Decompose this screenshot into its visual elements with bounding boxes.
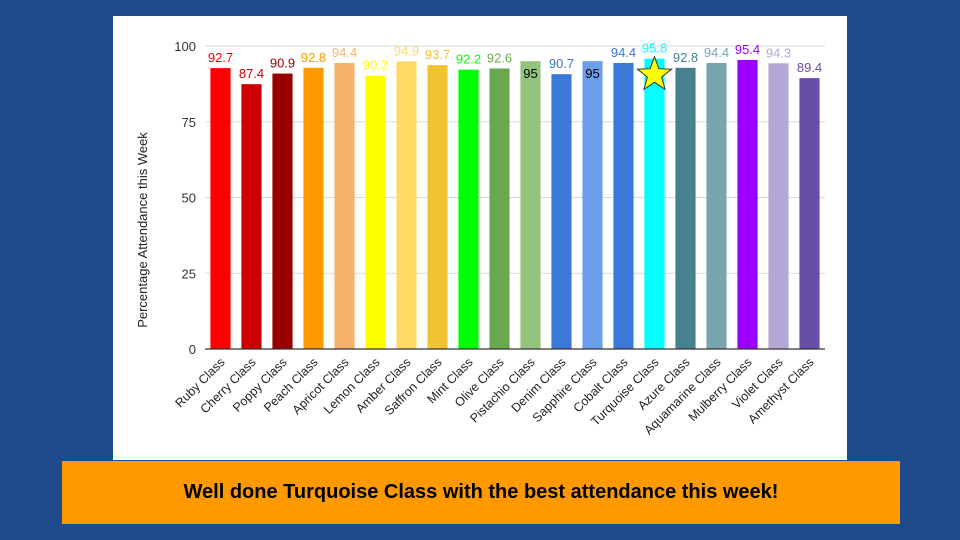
data-label: 90.9 (270, 56, 295, 71)
data-label: 94.9 (394, 43, 419, 58)
attendance-bar-chart: Percentage Attendance this Week 0 25 50 75 1… (135, 39, 825, 437)
bar (303, 67, 324, 349)
congratulations-banner: Well done Turquoise Class with the best … (62, 461, 900, 524)
bar (272, 73, 293, 349)
data-label: 89.4 (797, 60, 822, 75)
data-label: 94.4 (704, 45, 729, 60)
data-label: 94.3 (766, 45, 791, 60)
data-label: 92.8 (673, 50, 698, 65)
bar (706, 62, 727, 350)
bar (458, 69, 479, 349)
bar (613, 62, 634, 350)
bar (396, 61, 417, 349)
bar (489, 68, 510, 349)
data-label: 93.7 (425, 47, 450, 62)
bar (737, 59, 758, 350)
bar (365, 75, 386, 349)
bar (799, 78, 820, 350)
bar (551, 74, 572, 349)
y-tick-label: 0 (189, 342, 196, 357)
bar (241, 84, 262, 349)
data-label: 95 (585, 66, 599, 81)
data-label: 92.7 (208, 50, 233, 65)
y-tick-label: 100 (174, 39, 196, 54)
data-label: 94.4 (611, 45, 636, 60)
star-icon (636, 55, 673, 91)
bar (210, 68, 231, 349)
data-label: 92.2 (456, 52, 481, 67)
data-label: 92.8 (301, 50, 326, 65)
data-label: 94.4 (332, 45, 357, 60)
data-label: 92.6 (487, 50, 512, 65)
bar (768, 63, 789, 350)
y-axis-label: Percentage Attendance this Week (135, 132, 150, 328)
bar (520, 61, 541, 350)
y-tick-label: 25 (182, 266, 196, 281)
data-label: 90.7 (549, 56, 574, 71)
y-tick-label: 75 (182, 115, 196, 130)
chart-card: Percentage Attendance this Week 0 25 50 75 1… (113, 16, 847, 460)
bar (582, 61, 603, 350)
data-label: 87.4 (239, 66, 264, 81)
bar (675, 67, 696, 349)
data-label: 90.2 (363, 58, 388, 73)
bar (644, 58, 665, 349)
y-tick-label: 50 (182, 191, 196, 206)
bar (334, 62, 355, 350)
data-label: 95.8 (642, 41, 667, 56)
data-label: 95 (523, 66, 537, 81)
bar (427, 65, 448, 350)
data-label: 95.4 (735, 42, 760, 57)
banner-text: Well done Turquoise Class with the best … (183, 481, 779, 503)
